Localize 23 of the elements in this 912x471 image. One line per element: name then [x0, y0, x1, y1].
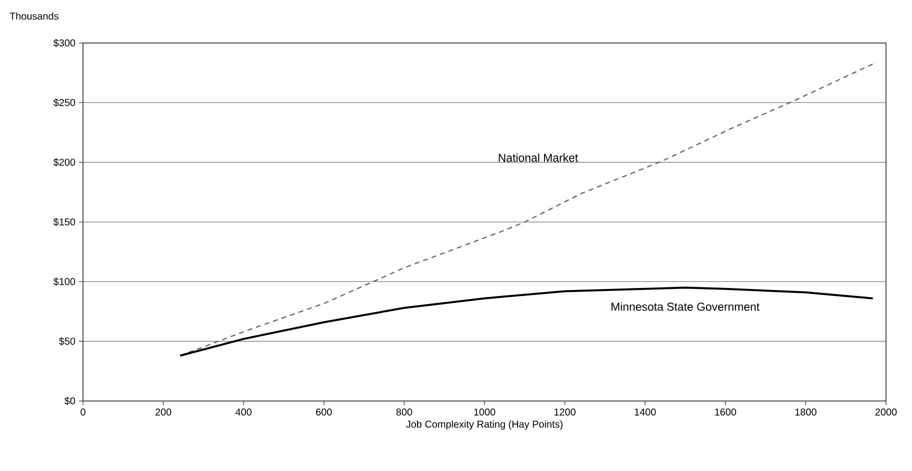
x-tick-label: 1400: [634, 408, 656, 416]
line-series: [179, 286, 874, 357]
y-tick-label: $200: [53, 158, 76, 166]
x-tick-label: 600: [316, 408, 332, 416]
y-tick-label: $100: [53, 278, 76, 286]
y-tick-label: $0: [64, 396, 76, 406]
x-tick-label: 400: [236, 408, 252, 416]
y-axis-title: Thousands: [10, 12, 58, 20]
y-tick-label: $250: [53, 98, 76, 107]
x-tick-label: 1200: [554, 408, 576, 416]
x-axis-title: Job Complexity Rating (Hay Points): [406, 420, 562, 430]
x-tick-label: 1000: [474, 408, 496, 416]
x-tick-label: 1800: [795, 408, 816, 416]
y-tick-label: $300: [53, 38, 76, 48]
x-tick-label: 200: [156, 408, 172, 416]
x-tick-label: 1600: [715, 408, 736, 416]
y-tick-label: $150: [53, 218, 76, 226]
x-tick-label: 800: [396, 408, 412, 416]
x-tick-label: 2000: [875, 408, 897, 416]
text: National Market: [498, 153, 578, 162]
series-label: Minnesota State Government: [612, 302, 760, 311]
x-tick-label: 0: [80, 408, 86, 416]
y-tick-label: $50: [58, 337, 76, 346]
